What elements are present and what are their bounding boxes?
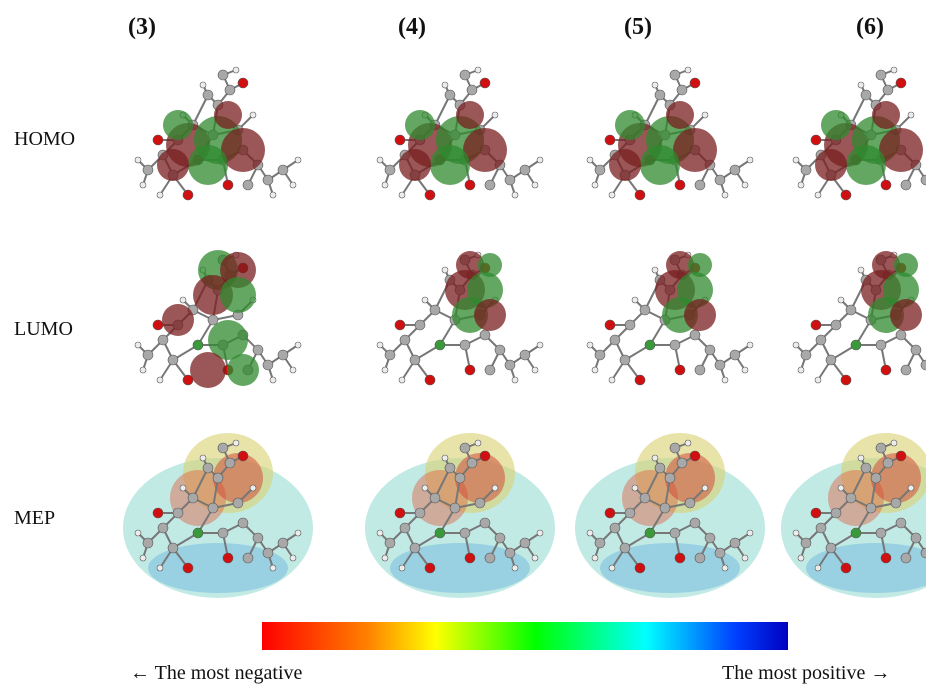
molecule-svg (134, 66, 302, 201)
column-label-6: (6) (856, 14, 884, 40)
molecule-svg (586, 66, 754, 201)
panel-homo-4 (360, 45, 560, 245)
panel-lumo-3 (118, 230, 318, 430)
panel-homo-3 (118, 45, 318, 245)
molecule-svg (586, 251, 754, 386)
molecule-svg (376, 66, 544, 201)
mep-color-scale-bar (262, 622, 788, 650)
panel-mep-4 (360, 418, 560, 618)
molecule-svg (792, 66, 926, 201)
molecule-svg (781, 433, 926, 598)
row-label-homo: HOMO (14, 128, 76, 150)
scale-label-positive: The most positive → (722, 662, 891, 684)
molecule-svg (575, 433, 765, 598)
panel-lumo-6 (776, 230, 926, 430)
panel-lumo-5 (570, 230, 770, 430)
column-label-5: (5) (624, 14, 652, 40)
panel-lumo-4 (360, 230, 560, 430)
panel-mep-3 (118, 418, 318, 618)
panel-mep-5 (570, 418, 770, 618)
scale-label-negative: ← The most negative (130, 662, 303, 684)
row-label-mep: MEP (14, 507, 56, 529)
molecule-svg (134, 250, 302, 388)
molecule-svg (376, 251, 544, 386)
molecule-svg (123, 433, 313, 598)
column-label-4: (4) (398, 14, 426, 40)
molecule-svg (792, 251, 926, 386)
molecule-svg (365, 433, 555, 598)
panel-mep-6 (776, 418, 926, 618)
panel-homo-5 (570, 45, 770, 245)
column-label-3: (3) (128, 14, 156, 40)
row-label-lumo: LUMO (14, 318, 73, 340)
panel-homo-6 (776, 45, 926, 245)
